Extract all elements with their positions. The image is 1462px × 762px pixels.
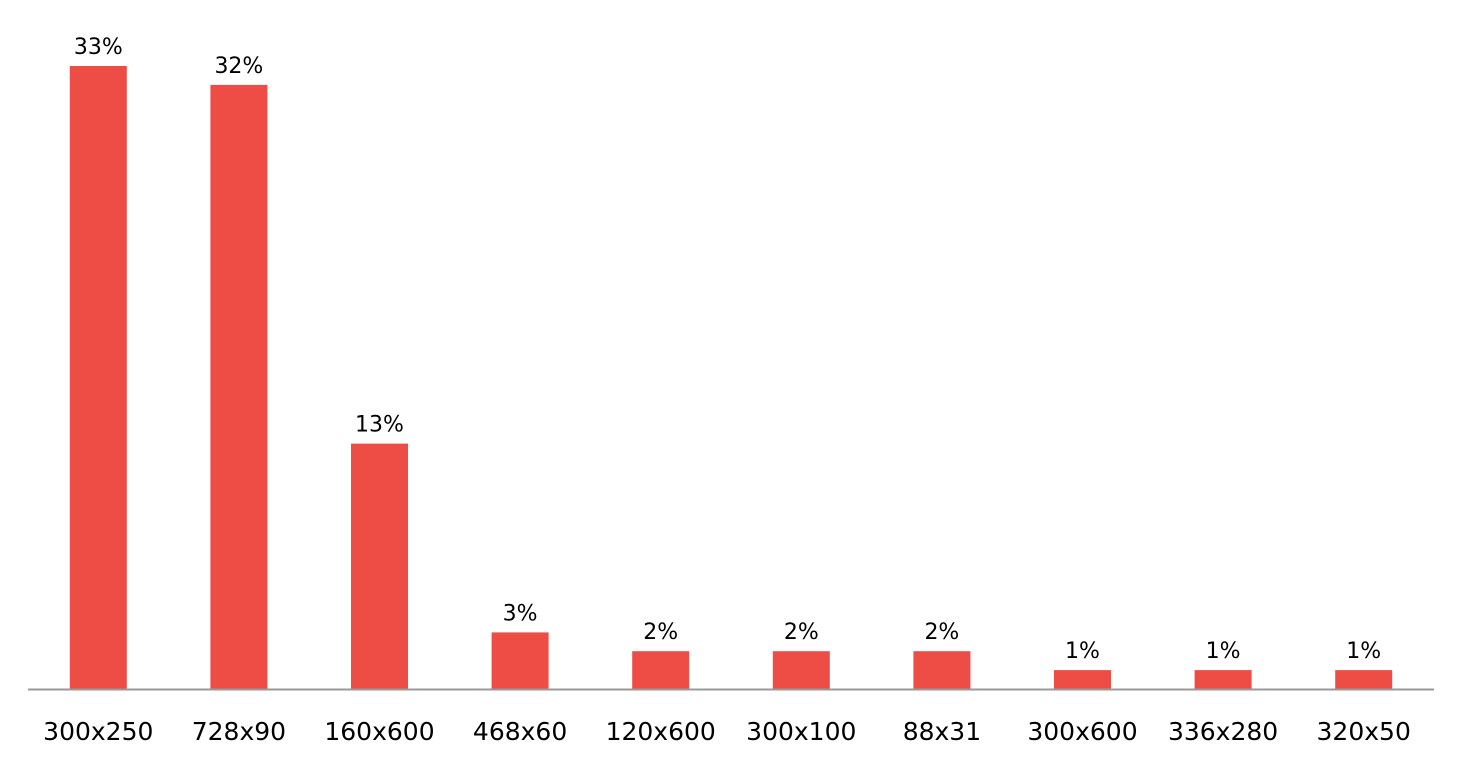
x-tick-label-300x600: 300x600 xyxy=(1027,717,1137,746)
value-label-160x600: 13% xyxy=(355,413,404,438)
bar-300x600 xyxy=(1054,670,1111,689)
x-tick-label-300x100: 300x100 xyxy=(746,717,856,746)
value-label-728x90: 32% xyxy=(214,54,263,79)
value-label-300x600: 1% xyxy=(1065,639,1100,664)
x-tick-label-320x50: 320x50 xyxy=(1317,717,1411,746)
value-label-468x60: 3% xyxy=(503,601,538,626)
bar-468x60 xyxy=(491,632,549,689)
x-tick-label-300x250: 300x250 xyxy=(43,717,153,746)
value-label-88x31: 2% xyxy=(924,620,959,645)
x-tick-label-468x60: 468x60 xyxy=(473,717,567,746)
bars-group xyxy=(69,66,1393,689)
x-tick-labels-group: 300x250 728x90 160x600 468x60 120x600 300x100… xyxy=(43,717,1411,746)
bar-160x600 xyxy=(351,443,408,689)
bar-728x90 xyxy=(210,84,268,689)
x-tick-label-336x280: 336x280 xyxy=(1168,717,1278,746)
bar-300x250 xyxy=(69,66,127,689)
bar-300x100 xyxy=(772,651,830,689)
x-tick-label-160x600: 160x600 xyxy=(324,717,434,746)
value-labels-group: 33% 32% 13% 3% 2% 2% 2% 1% 1% 1% xyxy=(74,35,1381,664)
x-tick-label-728x90: 728x90 xyxy=(192,717,286,746)
value-label-300x250: 33% xyxy=(74,35,123,60)
value-label-336x280: 1% xyxy=(1206,639,1241,664)
x-tick-label-120x600: 120x600 xyxy=(606,717,716,746)
bar-320x50 xyxy=(1335,670,1393,689)
x-tick-label-88x31: 88x31 xyxy=(903,717,981,746)
value-label-120x600: 2% xyxy=(643,620,678,645)
bar-88x31 xyxy=(913,651,971,689)
bar-336x280 xyxy=(1194,670,1252,689)
bar-120x600 xyxy=(632,651,690,689)
value-label-300x100: 2% xyxy=(784,620,819,645)
value-label-320x50: 1% xyxy=(1346,639,1381,664)
